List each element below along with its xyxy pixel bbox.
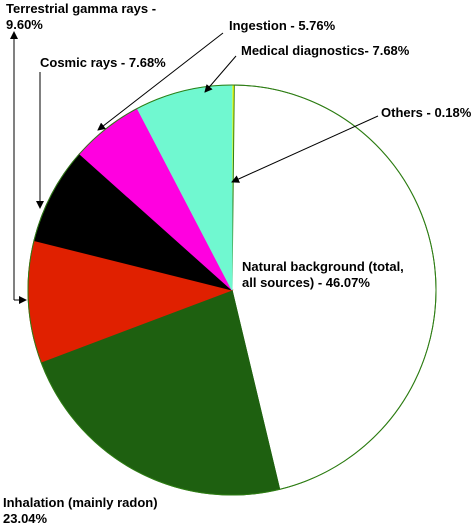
ingestion-leader-arrow (97, 32, 224, 131)
natural-background-label: Natural background (total, all sources) … (242, 259, 407, 290)
leader-lines (10, 31, 379, 304)
slice-labels: Terrestrial gamma rays - 9.60% Ingestion… (3, 1, 472, 526)
terrestrial-gamma-label: Terrestrial gamma rays - 9.60% (6, 1, 160, 32)
medical-diagnostics-label: Medical diagnostics- 7.68% (241, 43, 410, 58)
pie-outline (27, 84, 437, 496)
cosmic-rays-label: Cosmic rays - 7.68% (40, 55, 166, 70)
others-label: Others - 0.18% (381, 105, 472, 120)
ingestion-label: Ingestion - 5.76% (229, 18, 336, 33)
medical-diagnostics-leader-arrow (204, 55, 237, 93)
pie-slices (27, 84, 437, 496)
inhalation-label: Inhalation (mainly radon) 23.04% (3, 495, 161, 526)
others-leader-arrow (231, 115, 379, 183)
